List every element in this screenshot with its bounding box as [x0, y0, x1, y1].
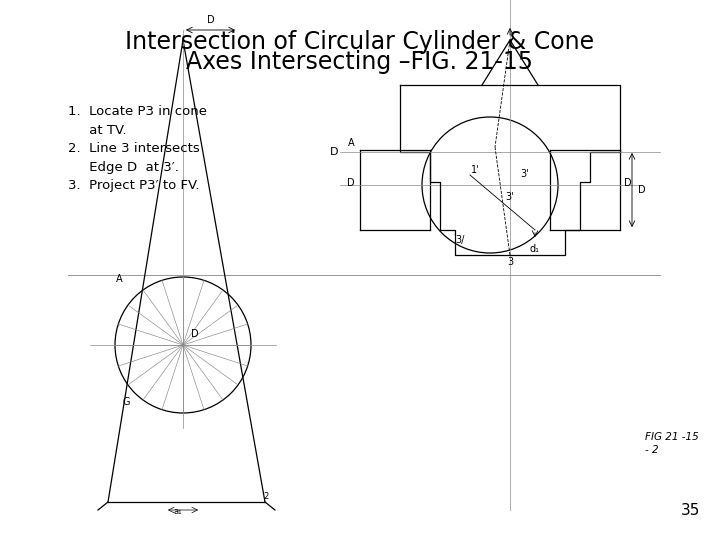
Text: 1': 1' [471, 165, 480, 175]
Text: D: D [347, 178, 355, 188]
Text: A: A [348, 138, 355, 148]
Text: D: D [330, 147, 338, 157]
Text: 3': 3' [505, 192, 513, 202]
Text: a₁: a₁ [174, 507, 182, 516]
Text: - 2: - 2 [645, 445, 659, 455]
Text: G: G [122, 397, 130, 407]
Text: FIG 21 -15: FIG 21 -15 [645, 432, 698, 442]
Text: 3/: 3/ [455, 235, 464, 245]
Text: D: D [624, 178, 631, 188]
Text: D: D [191, 329, 199, 339]
Text: A: A [117, 274, 123, 284]
Text: D: D [207, 15, 215, 25]
Text: 2: 2 [263, 492, 269, 501]
Text: 1.  Locate P3 in cone
     at TV.
2.  Line 3 intersects
     Edge D  at 3′.
3.  : 1. Locate P3 in cone at TV. 2. Line 3 in… [68, 105, 207, 192]
Text: D: D [638, 185, 646, 195]
Text: 3: 3 [507, 257, 513, 267]
Text: Intersection of Circular Cylinder & Cone: Intersection of Circular Cylinder & Cone [125, 30, 595, 54]
Text: 35: 35 [680, 503, 700, 518]
Text: Axes Intersecting –FIG. 21-15: Axes Intersecting –FIG. 21-15 [186, 50, 534, 74]
Text: d₁: d₁ [530, 244, 540, 254]
Text: 3': 3' [520, 169, 528, 179]
